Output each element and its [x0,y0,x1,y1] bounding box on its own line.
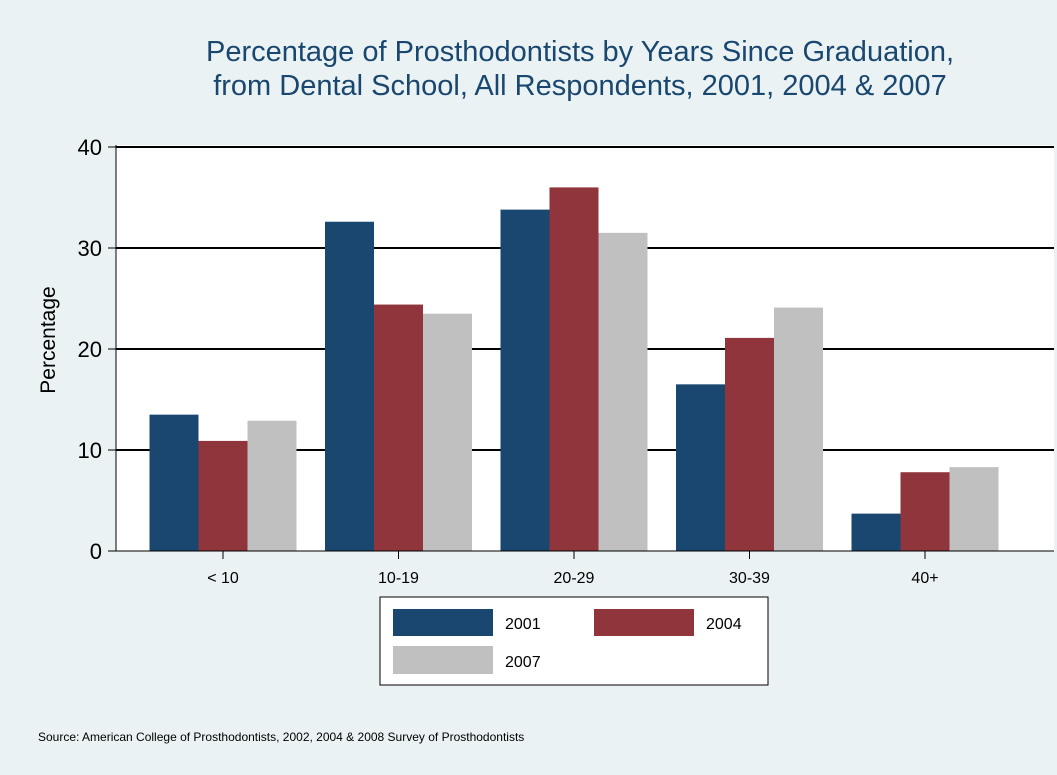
legend: 2001 2004 2007 [379,596,769,686]
x-axis-ticks: < 10 10-19 20-29 30-39 40+ [207,551,939,587]
legend-label-2007: 2007 [505,654,541,671]
bar-2004-2 [549,187,599,551]
bar-2007-1 [423,313,472,551]
y-axis-ticks: 0 10 20 30 40 [78,135,116,564]
x-tick-label: 20-29 [554,570,595,587]
bar-2001-1 [325,221,374,552]
bar-2001-2 [500,209,550,551]
bar-2007-3 [774,307,823,551]
legend-swatch-2004 [594,609,694,636]
bar-2001-4 [851,513,901,551]
x-tick-label: 30-39 [729,570,770,587]
y-tick-label: 40 [78,135,102,160]
bar-2001-3 [676,384,725,551]
legend-label-2001: 2001 [505,616,541,633]
x-tick-label: 10-19 [378,570,419,587]
y-tick-label: 30 [78,236,102,261]
bar-2007-2 [598,232,648,551]
bar-2004-0 [198,440,248,551]
bar-2007-0 [247,420,297,551]
y-tick-label: 10 [78,438,102,463]
bar-2007-4 [949,467,999,551]
bar-2004-4 [900,472,950,551]
y-axis-label: Percentage [37,286,60,393]
chart-title-line-2: from Dental School, All Respondents, 200… [213,70,947,102]
bars [149,187,999,552]
bar-2001-0 [149,414,199,551]
chart-title-line-1: Percentage of Prosthodontists by Years S… [206,36,954,68]
y-tick-label: 20 [78,337,102,362]
source-note: Source: American College of Prosthodonti… [38,730,524,744]
legend-swatch-2001 [393,609,493,636]
x-tick-label: 40+ [911,570,938,587]
bar-2004-3 [725,337,774,551]
legend-swatch-2007 [393,646,493,674]
bar-2004-1 [374,304,423,551]
legend-label-2004: 2004 [706,616,742,633]
x-tick-label: < 10 [207,570,239,587]
y-tick-label: 0 [90,539,102,564]
